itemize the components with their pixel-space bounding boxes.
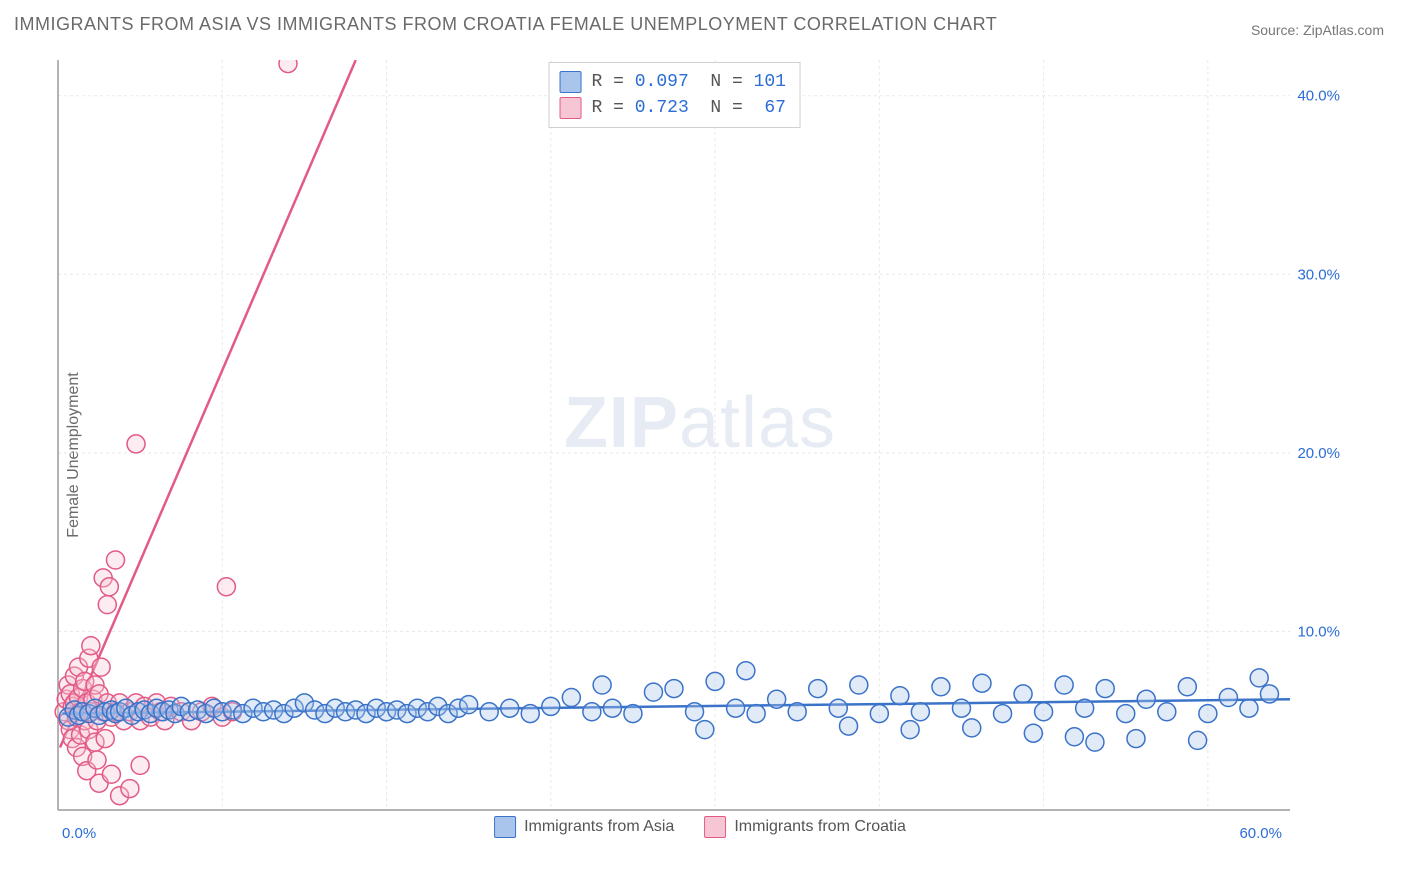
chart-title: IMMIGRANTS FROM ASIA VS IMMIGRANTS FROM … (14, 14, 997, 35)
stats-text: R = 0.723 N = 67 (592, 95, 786, 121)
page-container: IMMIGRANTS FROM ASIA VS IMMIGRANTS FROM … (0, 0, 1406, 892)
legend-bottom: Immigrants from Asia Immigrants from Croa… (494, 816, 906, 838)
stats-row: R = 0.097 N = 101 (560, 69, 786, 95)
svg-text:60.0%: 60.0% (1239, 825, 1282, 842)
scatter-plot: 0.0% 60.0% 10.0% 20.0% 30.0% 40.0% (50, 60, 1350, 850)
source-attribution: Source: ZipAtlas.com (1251, 22, 1384, 38)
source-label: Source: (1251, 22, 1303, 38)
legend-swatch-icon (494, 816, 516, 838)
stats-row: R = 0.723 N = 67 (560, 95, 786, 121)
stats-text: R = 0.097 N = 101 (592, 69, 786, 95)
legend-swatch-icon (704, 816, 726, 838)
svg-text:30.0%: 30.0% (1297, 266, 1340, 283)
svg-text:40.0%: 40.0% (1297, 88, 1340, 105)
svg-text:10.0%: 10.0% (1297, 623, 1340, 640)
chart-area: Female Unemployment ZIPatlas 0.0%60.0%10… (50, 60, 1350, 850)
legend-item: Immigrants from Croatia (704, 816, 906, 838)
legend-item: Immigrants from Asia (494, 816, 674, 838)
legend-label: Immigrants from Croatia (734, 818, 906, 836)
source-link[interactable]: ZipAtlas.com (1303, 22, 1384, 38)
correlation-stats-box: R = 0.097 N = 101R = 0.723 N = 67 (549, 62, 801, 128)
legend-label: Immigrants from Asia (524, 818, 674, 836)
svg-text:20.0%: 20.0% (1297, 445, 1340, 462)
series-swatch-icon (560, 71, 582, 93)
svg-text:0.0%: 0.0% (62, 825, 96, 842)
series-swatch-icon (560, 97, 582, 119)
